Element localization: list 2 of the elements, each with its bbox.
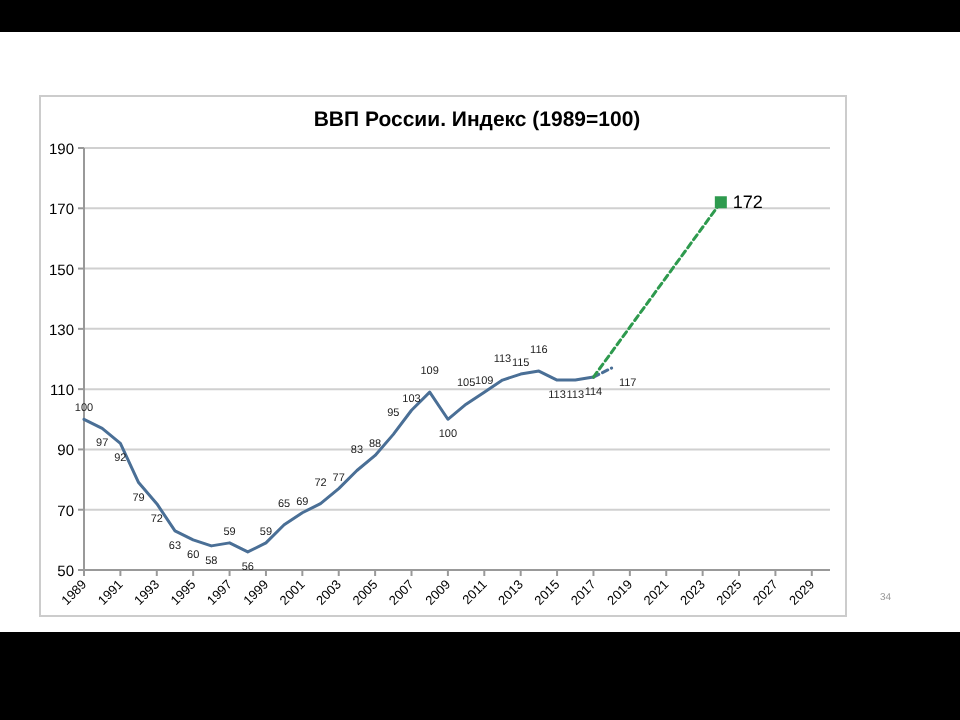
data-label: 172	[732, 192, 763, 213]
chart-title: ВВП России. Индекс (1989=100)	[313, 108, 641, 132]
